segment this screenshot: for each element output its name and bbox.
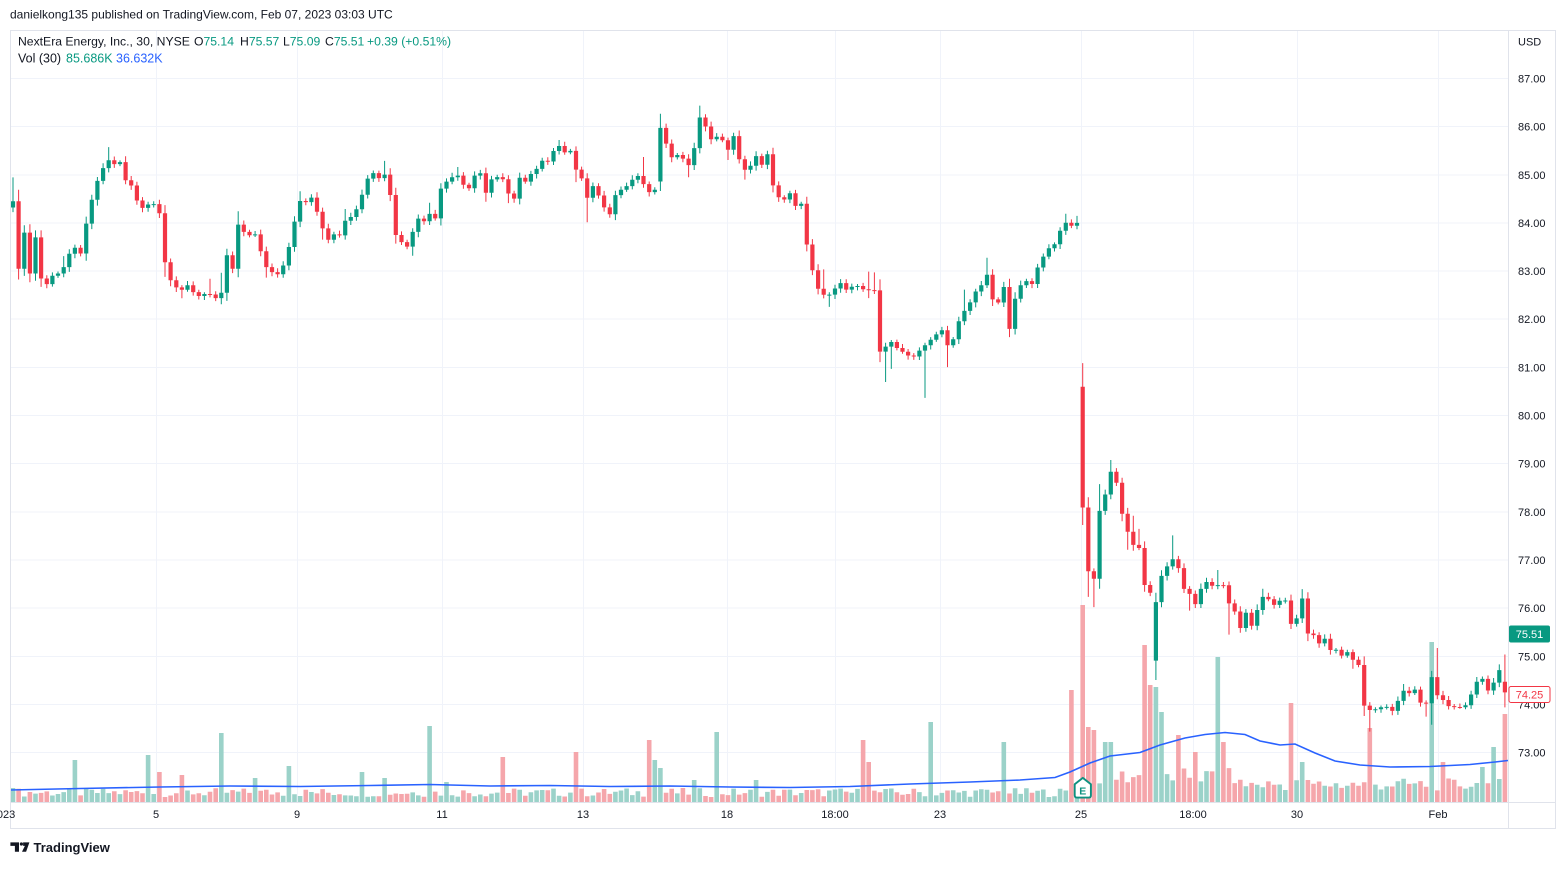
svg-text:18: 18 [721,809,733,821]
svg-text:75.00: 75.00 [1518,651,1546,663]
svg-text:TradingView: TradingView [34,840,111,855]
svg-text:11: 11 [436,809,447,821]
svg-text:E: E [1079,785,1086,797]
svg-text:75.51: 75.51 [1516,629,1544,641]
svg-text:30: 30 [1291,809,1303,821]
svg-text:18:00: 18:00 [821,809,849,821]
svg-text:23: 23 [934,809,946,821]
svg-text:9: 9 [294,809,300,821]
svg-text:77.00: 77.00 [1518,555,1546,567]
svg-text:86.00: 86.00 [1518,122,1546,134]
svg-text:74.25: 74.25 [1516,690,1544,702]
svg-text:NextEra Energy, Inc., 30, NYSE: NextEra Energy, Inc., 30, NYSE O75.14 H75.… [18,35,451,49]
svg-text:87.00: 87.00 [1518,74,1546,86]
svg-text:73.00: 73.00 [1518,748,1546,760]
svg-text:USD: USD [1518,37,1541,49]
svg-text:13: 13 [577,809,589,821]
svg-text:danielkong135 published on Tra: danielkong135 published on TradingView.c… [10,8,393,22]
svg-text:84.00: 84.00 [1518,218,1546,230]
svg-text:Feb: Feb [1429,809,1448,821]
svg-text:80.00: 80.00 [1518,411,1546,423]
svg-text:79.00: 79.00 [1518,459,1546,471]
svg-text:81.00: 81.00 [1518,362,1546,374]
svg-text:76.00: 76.00 [1518,603,1546,615]
svg-text:5: 5 [153,809,159,821]
svg-text:78.00: 78.00 [1518,507,1546,519]
svg-text:25: 25 [1075,809,1087,821]
svg-text:82.00: 82.00 [1518,314,1546,326]
svg-text:2023: 2023 [0,809,15,821]
svg-text:85.00: 85.00 [1518,170,1546,182]
svg-text:18:00: 18:00 [1179,809,1207,821]
svg-text:83.00: 83.00 [1518,266,1546,278]
